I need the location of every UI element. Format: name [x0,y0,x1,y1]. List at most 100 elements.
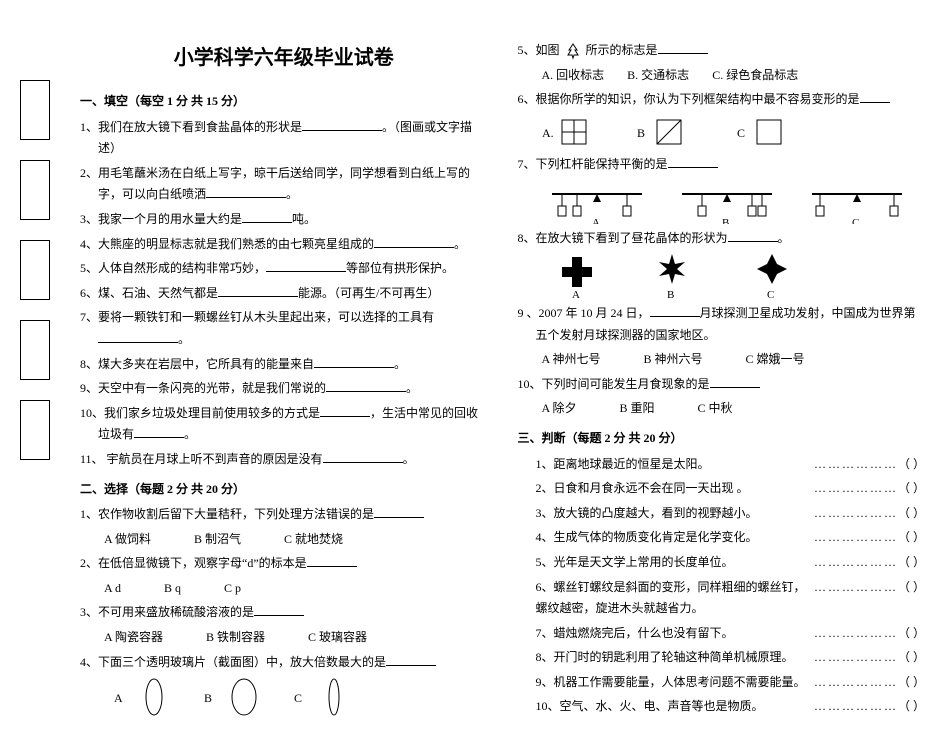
opt-c: C 就地焚烧 [284,532,343,546]
q-text: 5、如图 [518,43,560,57]
choice-q6: 6、根据你所学的知识，你认为下列框架结构中最不容易变形的是 [518,89,926,111]
judge-text: 2、日食和月食永远不会在同一天出现 。 [536,478,814,500]
choice-q5: 5、如图 所示的标志是 [518,40,926,62]
crystal-b [659,254,685,284]
q-text: 3、不可用来盛放稀硫酸溶液的是 [80,605,254,619]
fill-q1: 1、我们在放大镜下看到食盐晶体的形状是。（图画或文字描述） [80,117,488,160]
blank [307,555,357,567]
fill-q11: 11、 宇航员在月球上听不到声音的原因是没有。 [80,449,488,471]
choice-q3: 3、不可用来盛放稀硫酸溶液的是 [80,602,488,624]
blank [98,331,178,343]
blank [860,91,890,103]
judge-item: 9、机器工作需要能量，人体思考问题不需要能量。………………（ ） [518,672,926,694]
exam-paper: 小学科学六年级毕业试卷 一、填空（每空 1 分 共 15 分） 1、我们在放大镜… [0,0,945,741]
frame-c [757,120,781,144]
section-fill-header: 一、填空（每空 1 分 共 15 分） [80,91,488,113]
blank [668,156,718,168]
frame-a [562,120,586,144]
q-text: 9 、2007 年 10 月 24 日， [518,306,650,320]
opt-a: A d [104,581,121,595]
opt-a: A 除夕 [542,401,577,415]
blank [254,604,304,616]
leader-dots: ……………… [814,672,898,694]
leader-dots: ……………… [814,454,898,476]
blank [134,426,184,438]
fill-q2: 2、用毛笔蘸米汤在白纸上写字，晾干后送给同学，同学想看到白纸上写的字，可以向白纸… [80,163,488,206]
opt-a: A 神州七号 [542,352,601,366]
choice-q2-options: A d B q C p [80,578,488,600]
svg-text:C: C [852,217,859,224]
label-c: C [294,691,302,705]
judge-item: 10、空气、水、火、电、声音等也是物质。………………（ ） [518,696,926,718]
judge-item: 4、生成气体的物质变化肯定是化学变化。………………（ ） [518,527,926,549]
binding-hole [20,80,50,140]
svg-text:B: B [722,217,729,224]
blank [218,285,298,297]
choice-q10: 10、下列时间可能发生月食现象的是 [518,374,926,396]
choice-q8: 8、在放大镜下看到了昼花晶体的形状为。 [518,228,926,250]
choice-q1-options: A 做饲料 B 制沼气 C 就地焚烧 [80,529,488,551]
leader-dots: ……………… [814,696,898,718]
fill-q8: 8、煤大多夹在岩层中，它所具有的能量来自。 [80,354,488,376]
q-text: 7、要将一颗铁钉和一颗螺丝钉从木头里起出来，可以选择的工具有 [80,310,434,324]
judge-item: 2、日食和月食永远不会在同一天出现 。………………（ ） [518,478,926,500]
opt-c: C 玻璃容器 [308,630,367,644]
q-text: 11、 宇航员在月球上听不到声音的原因是没有 [80,452,323,466]
judge-text: 8、开门时的钥匙利用了轮轴这种简单机械原理。 [536,647,814,669]
lens-a [146,679,162,715]
leader-dots: ……………… [814,527,898,549]
fill-q9: 9、天空中有一条闪亮的光带，就是我们常说的。 [80,378,488,400]
judge-text: 4、生成气体的物质变化肯定是化学变化。 [536,527,814,549]
q-tail: 所示的标志是 [586,43,658,57]
right-column: 5、如图 所示的标志是 A. 回收标志 B. 交通标志 C. 绿色食品标志 6、… [518,40,926,721]
choice-q5-options: A. 回收标志 B. 交通标志 C. 绿色食品标志 [518,65,926,87]
opt-c: C p [224,581,241,595]
fill-q4: 4、大熊座的明显标志就是我们熟悉的由七颗亮星组成的。 [80,234,488,256]
blank [323,451,403,463]
tail: 能源。（可再生/不可再生） [298,286,439,300]
judge-text: 6、螺丝钉螺纹是斜面的变形，同样粗细的螺丝钉，螺纹越密，旋进木头就越省力。 [536,577,814,620]
recycle-icon [563,42,583,60]
q-text: 8、煤大多夹在岩层中，它所具有的能量来自 [80,357,314,371]
leader-dots: ……………… [814,577,898,620]
answer-paren: （ ） [898,623,925,645]
binding-hole [20,160,50,220]
judge-item: 6、螺丝钉螺纹是斜面的变形，同样粗细的螺丝钉，螺纹越密，旋进木头就越省力。………… [518,577,926,620]
answer-paren: （ ） [898,696,925,718]
section-choice-header: 二、选择（每题 2 分 共 20 分） [80,479,488,501]
binding-margin [20,80,60,580]
left-column: 小学科学六年级毕业试卷 一、填空（每空 1 分 共 15 分） 1、我们在放大镜… [80,40,488,721]
choice-q1: 1、农作物收割后留下大量秸秆，下列处理方法错误的是 [80,504,488,526]
q-text: 1、我们在放大镜下看到食盐晶体的形状是 [80,120,302,134]
q-text: 6、根据你所学的知识，你认为下列框架结构中最不容易变形的是 [518,92,860,106]
lever-a: A [552,194,642,224]
judge-text: 7、蜡烛燃烧完后，什么也没有留下。 [536,623,814,645]
answer-paren: （ ） [898,577,925,620]
blank [374,506,424,518]
fill-q3: 3、我家一个月的用水量大约是吨。 [80,209,488,231]
leader-dots: ……………… [814,552,898,574]
lever-b: B [682,194,772,224]
crystals-svg: A B C [542,254,862,299]
choice-q9: 9 、2007 年 10 月 24 日，月球探测卫星成功发射，中国成为世界第五个… [518,303,926,346]
q-text: 5、人体自然形成的结构非常巧妙， [80,261,266,275]
fill-q10: 10、我们家乡垃圾处理目前使用较多的方式是，生活中常见的回收垃圾有。 [80,403,488,446]
choice-q7: 7、下列杠杆能保持平衡的是 [518,154,926,176]
blank [658,42,708,54]
judge-item: 5、光年是天文学上常用的长度单位。………………（ ） [518,552,926,574]
label-c: C [767,289,774,299]
q-text: 7、下列杠杆能保持平衡的是 [518,157,668,171]
judge-item: 3、放大镜的凸度越大，看到的视野越小。………………（ ） [518,503,926,525]
fill-q7: 7、要将一颗铁钉和一颗螺丝钉从木头里起出来，可以选择的工具有。 [80,307,488,350]
opt-b: B. 交通标志 [627,68,689,82]
tail: 等部位有拱形保护。 [346,261,454,275]
choice-q2: 2、在低倍显微镜下，观察字母“d”的标本是 [80,553,488,575]
frames-svg: A. B C [542,115,862,150]
opt-b: B 重阳 [620,401,655,415]
label-b: B [667,289,674,299]
q-text: 3、我家一个月的用水量大约是 [80,212,242,226]
choice-q10-options: A 除夕 B 重阳 C 中秋 [518,398,926,420]
lever-figures: A B C [518,179,926,224]
blank [374,236,454,248]
answer-paren: （ ） [898,647,925,669]
